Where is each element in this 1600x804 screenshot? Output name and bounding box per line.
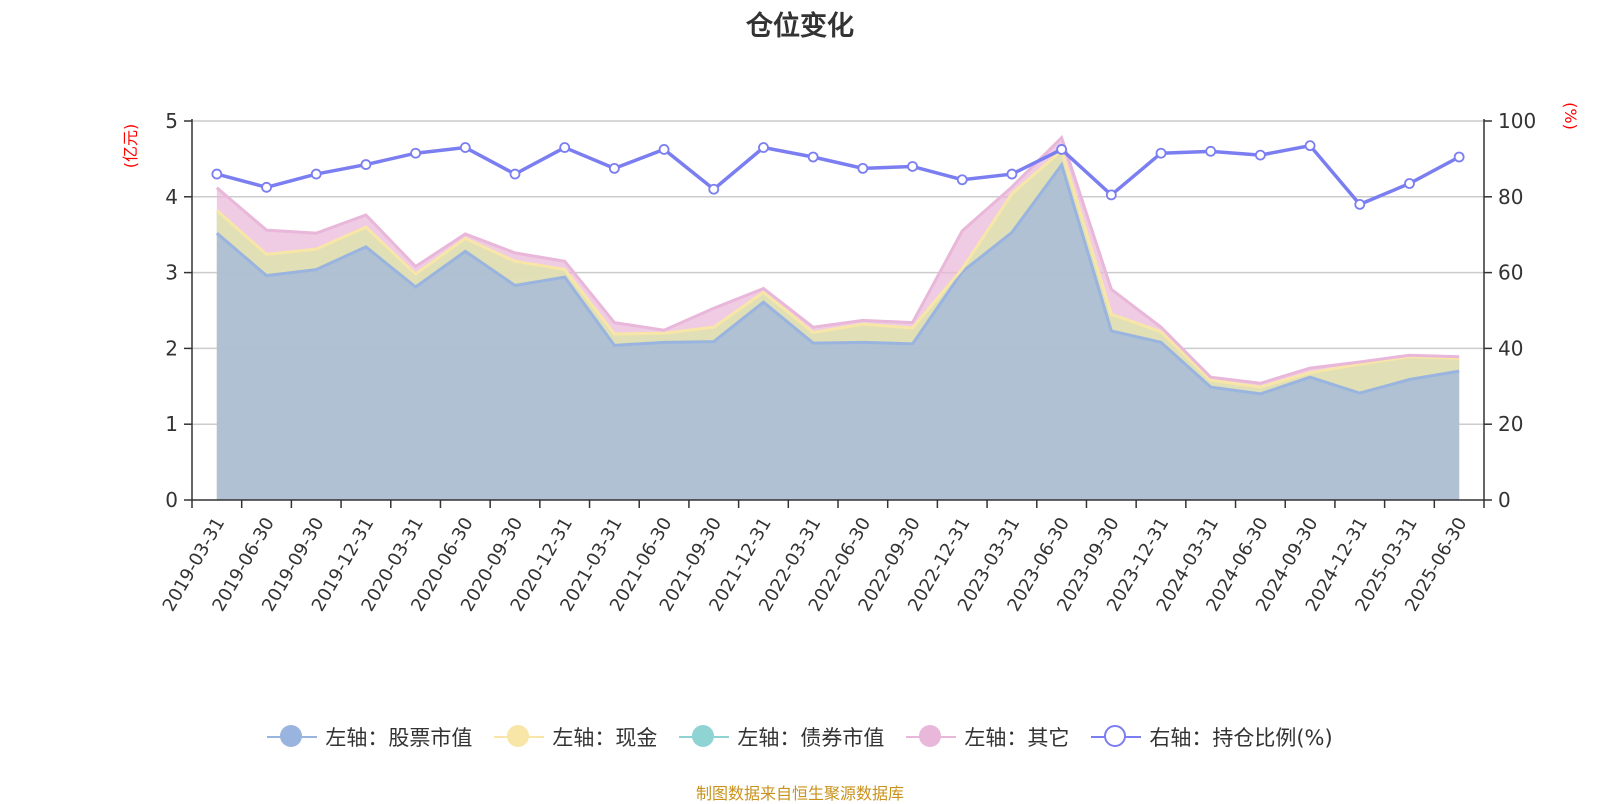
right-tick-label: 40: [1498, 336, 1523, 360]
ratio-point: [857, 162, 869, 174]
legend-item[interactable]: 左轴：股票市值: [267, 722, 472, 752]
legend-label: 左轴：股票市值: [325, 726, 473, 750]
source-note: 制图数据来自恒生聚源数据库: [695, 784, 904, 803]
right-tick-label: 100: [1498, 109, 1536, 133]
ratio-point: [1354, 198, 1366, 210]
ratio-point: [1453, 151, 1465, 163]
ratio-point: [559, 142, 571, 153]
ratio-point: [758, 142, 769, 153]
right-tick-label: 80: [1498, 185, 1523, 209]
ratio-point: [410, 147, 422, 159]
ratio-point: [1205, 145, 1217, 157]
legend-item[interactable]: 左轴：债券市值: [679, 722, 884, 752]
ratio-point: [907, 161, 918, 172]
legend-item[interactable]: 右轴：持仓比例(%): [1091, 722, 1333, 752]
right-tick-label: 20: [1498, 412, 1523, 436]
legend-marker: [906, 724, 957, 750]
ratio-point: [1056, 144, 1068, 155]
ratio-point: [807, 151, 819, 163]
ratio-point: [211, 168, 223, 180]
stacked-areas: [215, 134, 1460, 501]
left-axis-unit: (亿元): [121, 124, 140, 169]
chart-title: 仓位变化: [746, 11, 854, 42]
ratio-point: [360, 159, 372, 170]
area-edge-左轴：股票市值: [215, 161, 1460, 396]
left-tick-label: 1: [165, 412, 178, 436]
legend: 左轴：股票市值 左轴：现金 左轴：债券市值 左轴：其它 右轴：持仓比例(%): [0, 722, 1600, 752]
legend-marker: [494, 724, 545, 750]
right-tick-label: 60: [1498, 261, 1523, 285]
ratio-point: [1155, 147, 1167, 159]
area-edge-左轴：现金: [215, 147, 1460, 389]
ratio-point: [261, 181, 272, 193]
ratio-line-path: [216, 143, 1460, 207]
area-左轴：股票市值: [216, 164, 1460, 501]
left-tick-label: 2: [165, 336, 178, 360]
area-edge-左轴：其它: [215, 134, 1460, 385]
ratio-point: [1304, 140, 1316, 152]
ratio-point: [1404, 178, 1415, 189]
legend-label: 左轴：现金: [552, 726, 658, 750]
legend-item[interactable]: 左轴：其它: [906, 722, 1069, 752]
legend-label: 左轴：债券市值: [737, 726, 885, 750]
ratio-point: [1105, 189, 1117, 201]
legend-label: 左轴：其它: [964, 726, 1070, 750]
ratio-point: [608, 162, 620, 174]
legend-label: 右轴：持仓比例(%): [1149, 726, 1333, 750]
left-tick-label: 4: [165, 185, 178, 209]
legend-marker: [267, 724, 318, 750]
left-tick-label: 3: [165, 261, 178, 285]
right-axis-unit: (%): [1561, 102, 1580, 130]
left-tick-label: 5: [165, 109, 178, 133]
left-tick-label: 0: [165, 488, 178, 512]
ratio-point: [1006, 168, 1018, 180]
legend-item[interactable]: 左轴：现金: [494, 722, 657, 752]
ratio-line: [211, 140, 1465, 210]
ratio-point: [1254, 149, 1266, 161]
ratio-point: [459, 142, 471, 153]
right-tick-label: 0: [1498, 488, 1511, 512]
ratio-point: [708, 183, 720, 195]
ratio-point: [956, 174, 968, 186]
legend-marker: [679, 724, 730, 750]
ratio-point: [509, 168, 521, 180]
ratio-point: [310, 168, 322, 180]
legend-marker: [1091, 724, 1142, 750]
ratio-point: [658, 144, 670, 155]
